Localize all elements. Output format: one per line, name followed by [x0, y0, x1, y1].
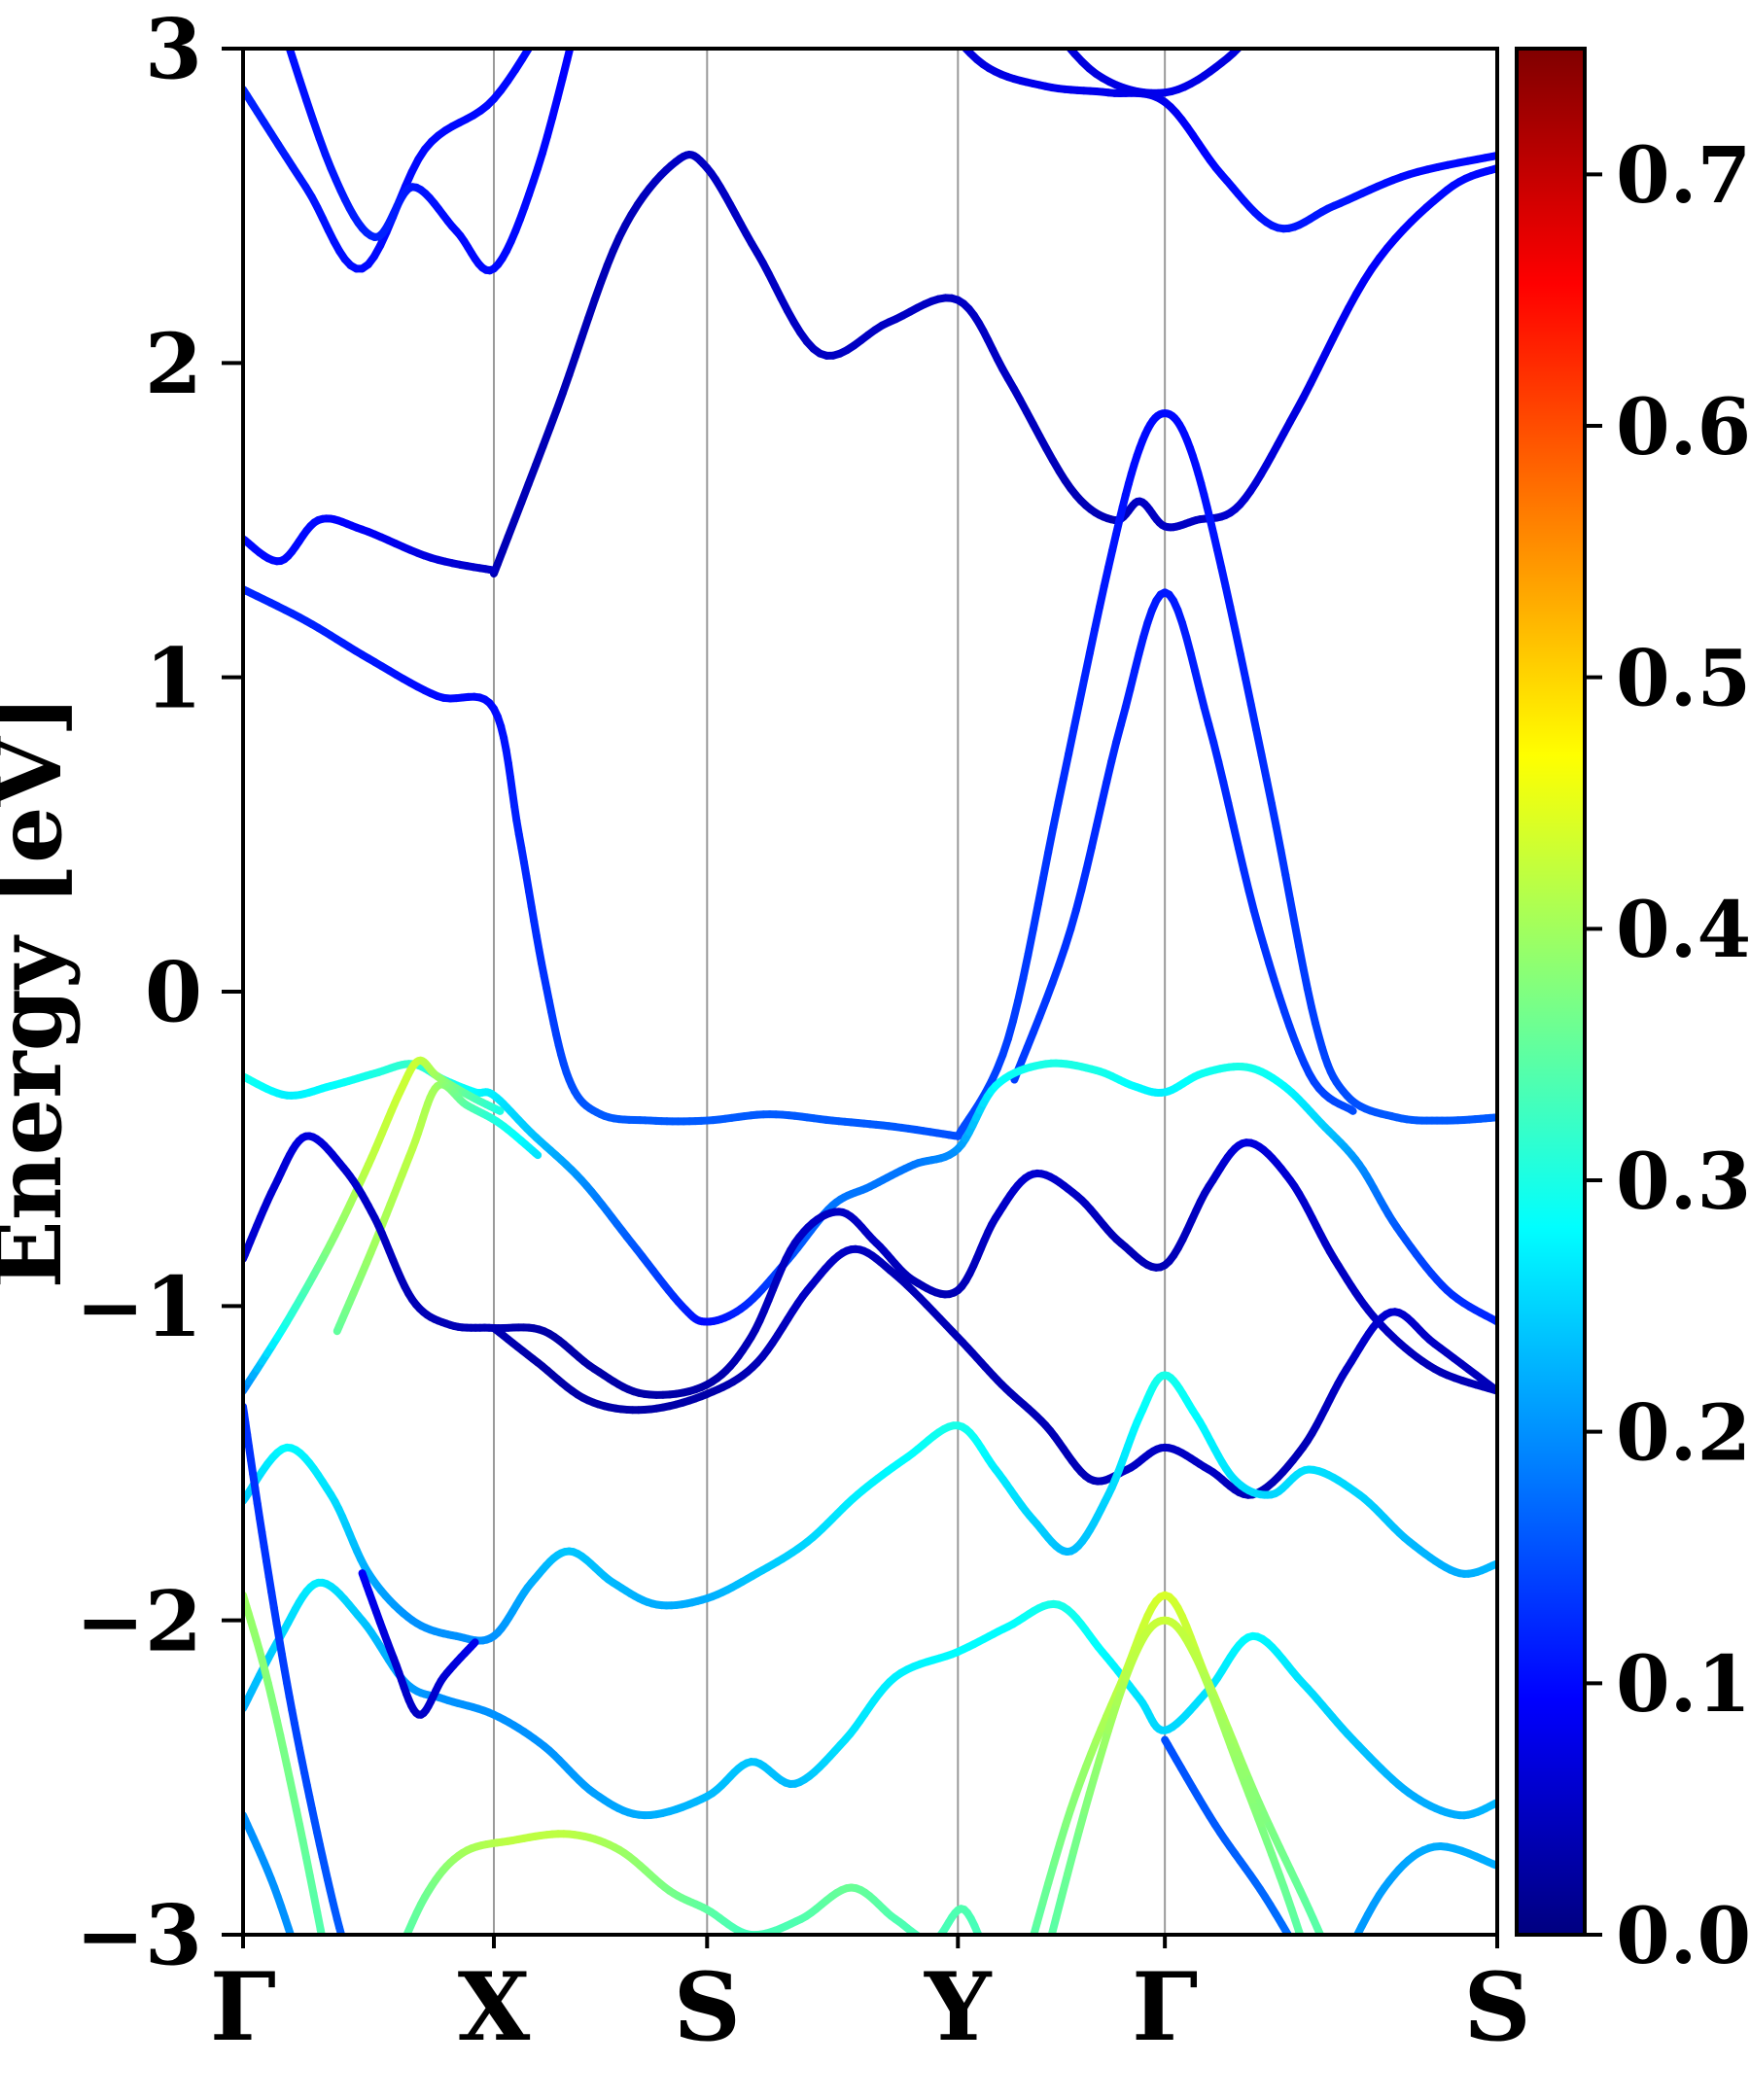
band-vb-blue-left-steep — [243, 1402, 346, 1935]
band-vb-navy-a — [243, 1132, 1497, 1399]
y-tick-label: 2 — [145, 316, 202, 413]
band-cb-topright-b — [1065, 49, 1243, 97]
y-tick-label: −3 — [76, 1888, 202, 1985]
band-vb-cyan-mid-a — [243, 1371, 1497, 1645]
y-tick-label: 1 — [145, 630, 202, 727]
x-tick-label-4: Γ — [1132, 1952, 1198, 2062]
band-vb-blue-right-drop — [1161, 1735, 1293, 1935]
band-vb-green-bottom — [402, 1830, 983, 1935]
band-vb-cyan-right-tail — [1352, 1842, 1497, 1935]
band-cb-peak-a — [954, 409, 1497, 1140]
band-cb-plunge — [243, 585, 962, 1140]
band-vb-green-peak-b — [1047, 1616, 1305, 1935]
colorbar-gradient — [1517, 49, 1585, 1935]
colorbar-frame — [1515, 47, 1587, 1937]
colorbar-tick-label: 0.3 — [1616, 1136, 1750, 1227]
colorbar-tick-label: 0.0 — [1616, 1890, 1750, 1981]
x-tick-label-0: Γ — [210, 1952, 276, 2062]
colorbar-tick-label: 0.2 — [1616, 1386, 1750, 1478]
gridlines-layer — [493, 49, 1167, 1935]
x-tick-label-5: S — [1463, 1952, 1530, 2062]
band-vb-cyan-left-tail — [243, 1811, 296, 1935]
band-vb-navy-v-left — [358, 1569, 479, 1719]
y-axis-ticks: 3 2 1 0 −1 −2 −3 — [76, 2, 243, 1985]
y-tick-label: −1 — [76, 1259, 202, 1356]
band-vb-green-diag-a — [243, 1056, 505, 1395]
colorbar: 0.0 0.1 0.2 0.3 0.4 0.5 0.6 0.7 — [1515, 47, 1750, 1981]
band-cb-peak-b — [1010, 588, 1357, 1115]
band-cb-dark — [490, 151, 1497, 578]
colorbar-tick-label: 0.4 — [1616, 884, 1750, 975]
band-cb-top-a — [243, 49, 534, 273]
colorbar-tick-label: 0.1 — [1616, 1638, 1750, 1730]
colorbar-tick-label: 0.5 — [1616, 632, 1750, 723]
band-vb-navy-b — [490, 1244, 1497, 1499]
colorbar-tick-label: 0.6 — [1616, 381, 1750, 472]
y-tick-label: 0 — [145, 945, 202, 1042]
band-vb-green-diag-b — [332, 1080, 542, 1336]
y-axis-label: Energy [eV] — [0, 695, 82, 1289]
y-tick-label: −2 — [76, 1573, 202, 1670]
band-cb-left-flat — [243, 514, 498, 575]
colorbar-tick-label: 0.7 — [1616, 129, 1750, 221]
band-cb-topright-a — [960, 49, 1497, 233]
bands-layer — [243, 49, 1497, 1935]
y-tick-label: 3 — [145, 2, 202, 99]
x-tick-label-2: S — [674, 1952, 741, 2062]
x-tick-label-1: X — [458, 1952, 531, 2062]
x-tick-label-3: Y — [924, 1952, 993, 2062]
band-cb-top-b — [285, 49, 575, 275]
